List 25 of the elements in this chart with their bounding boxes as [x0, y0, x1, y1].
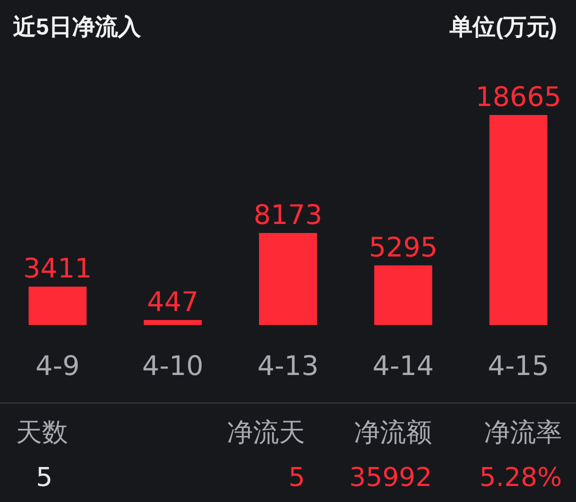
data-label: 8173: [254, 200, 322, 232]
x-tick-label: 4-9: [36, 351, 80, 382]
data-label: 3411: [23, 254, 92, 285]
x-tick-label: 4-15: [488, 351, 550, 382]
data-label: 18665: [475, 82, 562, 113]
text: 净流天: [227, 418, 305, 448]
text: 天数: [16, 418, 68, 448]
text: 5.28%: [479, 463, 562, 493]
x-tick-label: 4-14: [372, 351, 434, 382]
text: 净流额: [354, 418, 432, 448]
text: 净流率: [484, 418, 562, 448]
x-tick-label: 4-13: [257, 351, 319, 382]
text: 35992: [349, 463, 432, 493]
bar: [144, 320, 202, 325]
bar: [259, 233, 317, 325]
bar: [28, 286, 87, 325]
bar: [489, 115, 548, 325]
data-label: 5295: [368, 232, 438, 264]
text: 5: [288, 463, 305, 493]
data-label: 447: [147, 286, 199, 318]
x-tick-label: 4-10: [142, 351, 204, 382]
text: 5: [36, 463, 53, 493]
chart-title: 近5日净流入: [12, 14, 142, 40]
bar: [374, 265, 432, 325]
y-axis-title: 单位(万元): [448, 14, 558, 40]
